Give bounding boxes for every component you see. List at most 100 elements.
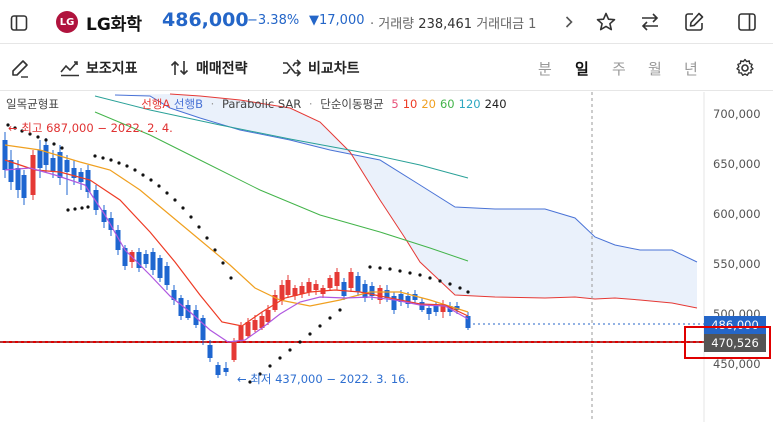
candle-body <box>384 290 390 298</box>
candle-body <box>223 368 229 372</box>
sar-dot <box>141 173 145 177</box>
candle-body <box>231 342 237 360</box>
chevron-right-icon[interactable] <box>562 13 576 31</box>
sar-dot <box>368 265 372 269</box>
panel-right-icon[interactable] <box>735 10 759 34</box>
current-price: 486,000 <box>162 9 249 31</box>
candle-body <box>30 155 36 195</box>
candle-body <box>391 296 397 310</box>
sar-dot <box>13 126 17 130</box>
legend-ichimoku[interactable]: 일목균형표 <box>6 97 59 111</box>
sar-dot <box>93 154 97 158</box>
sar-dot <box>278 356 282 360</box>
candle-body <box>398 294 404 302</box>
candle-body <box>185 305 191 318</box>
shuffle-icon <box>283 59 302 77</box>
candle-body <box>50 158 56 172</box>
candle-body <box>465 316 471 328</box>
change-rate: −3.38% <box>247 13 300 28</box>
star-icon[interactable] <box>594 10 618 34</box>
legend-ma[interactable]: 단순이동평균 <box>320 97 384 111</box>
sar-dot <box>101 156 105 160</box>
compare-button[interactable]: 비교차트 <box>282 45 360 91</box>
price-chart[interactable] <box>0 92 773 422</box>
gear-icon[interactable] <box>733 56 757 80</box>
legend-sar[interactable]: Parabolic SAR <box>221 97 302 111</box>
candle-body <box>93 190 99 210</box>
candle-body <box>412 294 418 300</box>
sar-dot <box>221 261 225 265</box>
candle-body <box>285 280 291 295</box>
candle-body <box>265 310 271 322</box>
legend-ma-60: 60 <box>439 97 455 111</box>
sar-dot <box>109 158 113 162</box>
sar-dot <box>318 324 322 328</box>
span-b-line <box>169 93 698 309</box>
chart-legend: 일목균형표 선행A 선행B · Parabolic SAR · 단순이동평균 5… <box>6 97 507 111</box>
sar-dot <box>398 269 402 273</box>
candle-body <box>85 170 91 192</box>
ma-60-line <box>94 111 469 262</box>
candle-body <box>334 272 340 286</box>
indicator-icon <box>60 61 79 77</box>
candle-body <box>15 168 21 190</box>
candle-body <box>57 152 63 178</box>
sar-dot <box>288 348 292 352</box>
candle-body <box>108 218 114 230</box>
legend-ma-240: 240 <box>484 97 507 111</box>
stock-name[interactable]: LG화학 <box>86 15 143 35</box>
y-tick-450000: 450,000 <box>713 357 761 371</box>
candle-body <box>2 140 8 170</box>
indicator-button[interactable]: 보조지표 <box>60 45 138 91</box>
period-month[interactable]: 월 <box>648 60 662 78</box>
candle-body <box>215 365 221 375</box>
candle-body <box>341 282 347 296</box>
sar-dot <box>181 206 185 210</box>
candle-body <box>245 322 251 336</box>
sar-dot <box>448 282 452 286</box>
compare-label: 비교차트 <box>308 61 360 77</box>
legend-span-b: 선행B <box>173 97 203 111</box>
candle-body <box>101 210 107 222</box>
legend-ma-20: 20 <box>421 97 436 111</box>
candle-body <box>313 284 319 290</box>
candle-body <box>272 295 278 310</box>
candle-body <box>200 318 206 340</box>
legend-ma-120: 120 <box>458 97 481 111</box>
y-tick-550000: 550,000 <box>713 257 761 271</box>
sar-dot <box>73 207 77 211</box>
ma-5-line <box>4 167 469 343</box>
edit-icon[interactable] <box>682 10 706 34</box>
pencil-icon[interactable] <box>8 56 32 80</box>
candle-body <box>369 286 375 296</box>
period-day[interactable]: 일 <box>575 60 589 78</box>
sar-dot <box>268 364 272 368</box>
legend-ma-5: 5 <box>391 97 399 111</box>
candle-body <box>259 316 265 328</box>
stock-logo: LG <box>56 11 78 33</box>
sar-dot <box>248 380 252 384</box>
sar-dot <box>308 332 312 336</box>
sar-dot <box>133 168 137 172</box>
sar-dot <box>328 316 332 320</box>
sar-dot <box>428 276 432 280</box>
panel-left-icon[interactable] <box>8 12 30 34</box>
sar-dot <box>52 142 56 146</box>
sar-dot <box>66 208 70 212</box>
period-year[interactable]: 년 <box>684 60 698 78</box>
sar-dot <box>338 308 342 312</box>
period-week[interactable]: 주 <box>612 60 626 78</box>
legend-ma-periods: 5 10 20 60 120 240 <box>387 97 506 111</box>
period-minute[interactable]: 분 <box>538 60 552 78</box>
trade-summary: · 거래량 238,461 거래대금 1 <box>370 13 560 32</box>
swap-icon[interactable] <box>638 10 662 34</box>
legend-span-a: 선행A <box>141 97 171 111</box>
candle-body <box>64 160 70 172</box>
candle-body <box>252 320 258 330</box>
strategy-button[interactable]: 매매전략 <box>170 45 248 91</box>
candle-body <box>306 282 312 292</box>
candle-body <box>279 285 285 300</box>
candle-body <box>292 288 298 296</box>
candle-body <box>122 248 128 266</box>
sar-dot <box>466 290 470 294</box>
